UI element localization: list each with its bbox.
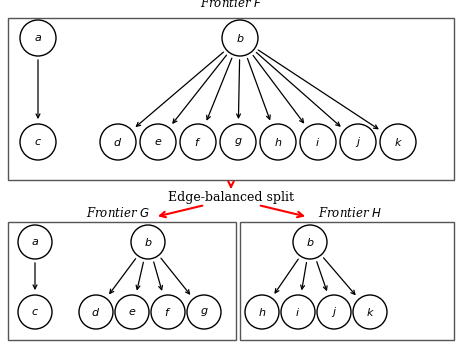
Circle shape xyxy=(353,295,387,329)
Text: $a$: $a$ xyxy=(31,237,39,247)
Circle shape xyxy=(245,295,279,329)
Circle shape xyxy=(222,20,258,56)
Circle shape xyxy=(293,225,327,259)
Text: $a$: $a$ xyxy=(34,33,42,43)
Circle shape xyxy=(18,225,52,259)
Text: $g$: $g$ xyxy=(200,306,208,318)
Text: $d$: $d$ xyxy=(91,306,101,318)
Circle shape xyxy=(340,124,376,160)
Text: $b$: $b$ xyxy=(144,236,152,248)
Bar xyxy=(8,222,236,340)
Text: $d$: $d$ xyxy=(114,136,122,148)
Circle shape xyxy=(220,124,256,160)
Circle shape xyxy=(20,124,56,160)
Circle shape xyxy=(180,124,216,160)
Text: $k$: $k$ xyxy=(394,136,402,148)
Text: Edge-balanced split: Edge-balanced split xyxy=(168,191,294,204)
Text: $c$: $c$ xyxy=(34,137,42,147)
Text: $e$: $e$ xyxy=(154,137,162,147)
Circle shape xyxy=(140,124,176,160)
Text: $c$: $c$ xyxy=(31,307,39,317)
Text: $i$: $i$ xyxy=(296,306,300,318)
Text: $e$: $e$ xyxy=(128,307,136,317)
Text: Frontier $H$: Frontier $H$ xyxy=(318,206,382,220)
Text: $j$: $j$ xyxy=(355,135,361,149)
Bar xyxy=(240,222,454,340)
Circle shape xyxy=(281,295,315,329)
Text: $j$: $j$ xyxy=(331,305,337,319)
Circle shape xyxy=(317,295,351,329)
Circle shape xyxy=(115,295,149,329)
Circle shape xyxy=(18,295,52,329)
Circle shape xyxy=(380,124,416,160)
Text: $g$: $g$ xyxy=(234,136,243,148)
Text: $h$: $h$ xyxy=(274,136,282,148)
Circle shape xyxy=(20,20,56,56)
Circle shape xyxy=(79,295,113,329)
Circle shape xyxy=(187,295,221,329)
Text: $f$: $f$ xyxy=(195,136,201,148)
Circle shape xyxy=(131,225,165,259)
Text: $k$: $k$ xyxy=(365,306,374,318)
Circle shape xyxy=(100,124,136,160)
Text: $b$: $b$ xyxy=(306,236,314,248)
Text: $b$: $b$ xyxy=(236,32,244,44)
Text: $f$: $f$ xyxy=(164,306,172,318)
Text: Frontier $G$: Frontier $G$ xyxy=(86,206,150,220)
Text: $h$: $h$ xyxy=(258,306,266,318)
Circle shape xyxy=(300,124,336,160)
Text: Frontier $F$: Frontier $F$ xyxy=(200,0,262,10)
Bar xyxy=(8,18,454,180)
Circle shape xyxy=(151,295,185,329)
Text: $i$: $i$ xyxy=(316,136,321,148)
Circle shape xyxy=(260,124,296,160)
